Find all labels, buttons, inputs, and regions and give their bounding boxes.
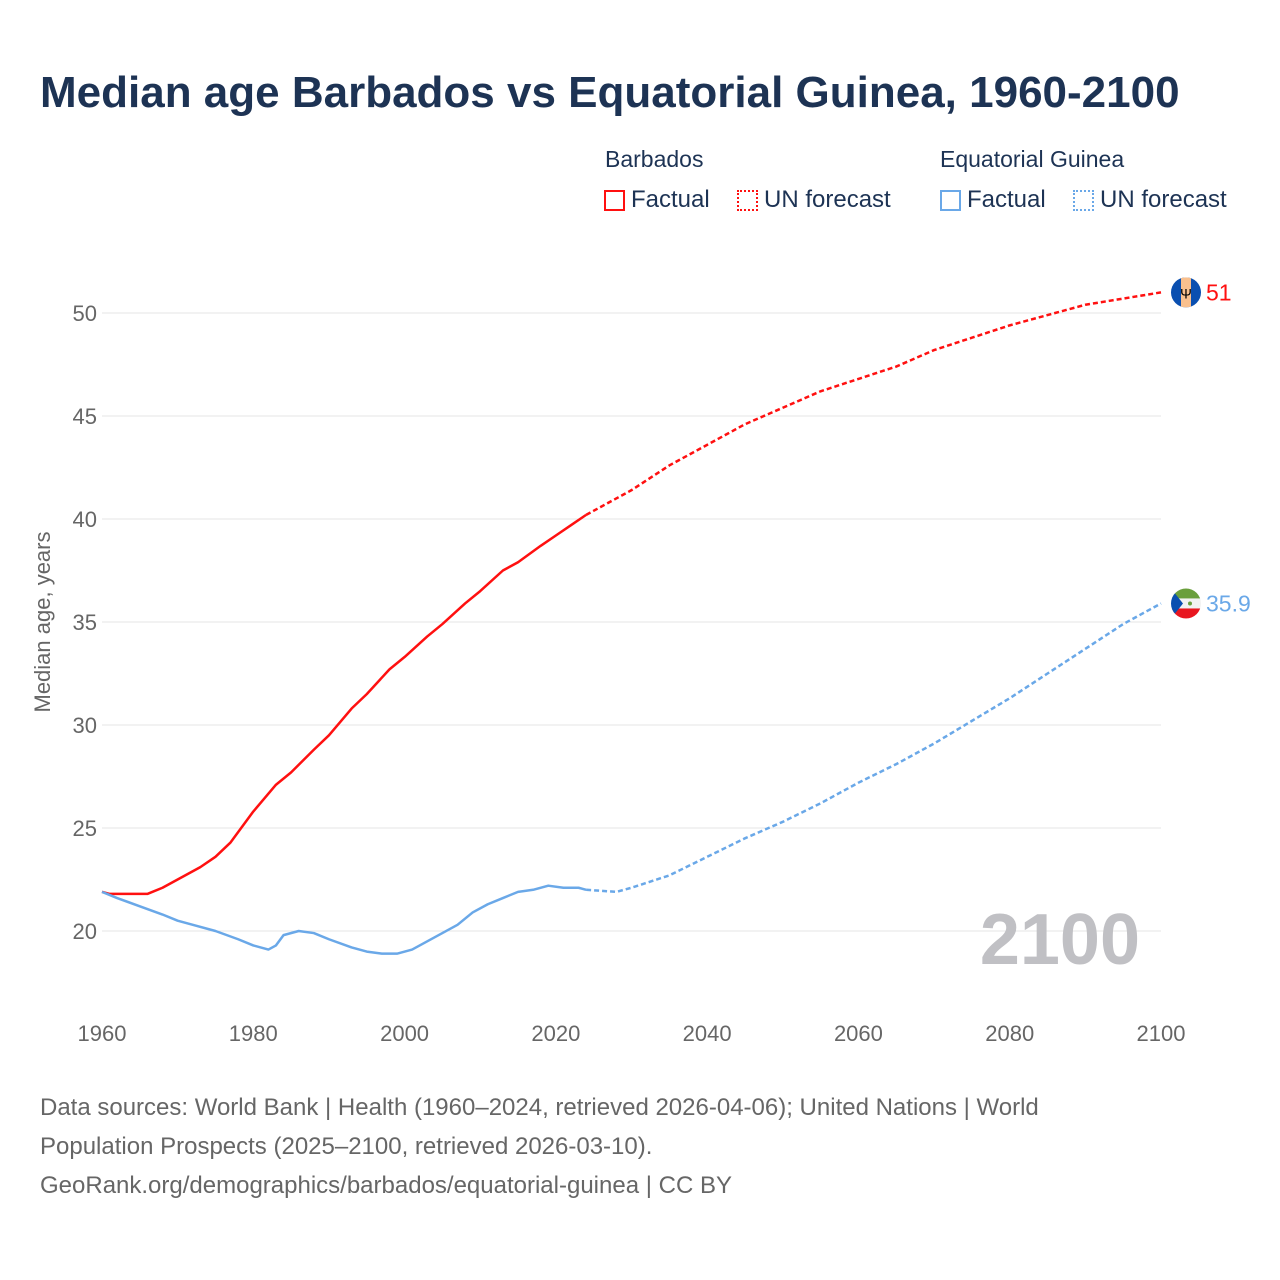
y-tick-label: 40 xyxy=(73,507,97,532)
legend-label: Factual xyxy=(967,186,1046,213)
legend-group-barbados: Barbados xyxy=(605,146,704,172)
footer-link[interactable]: GeoRank.org/demographics/barbados/equato… xyxy=(40,1172,732,1199)
y-axis-label: Median age, years xyxy=(30,532,55,713)
y-tick-label: 45 xyxy=(73,404,97,429)
legend-eqg-factual[interactable]: Factual xyxy=(940,186,1046,214)
year-watermark: 2100 xyxy=(980,900,1140,980)
legend-label: Factual xyxy=(631,186,710,213)
footer-sources-1: Data sources: World Bank | Health (1960–… xyxy=(40,1094,1039,1121)
end-value-label: 51 xyxy=(1206,279,1232,305)
legend-swatch xyxy=(604,189,625,211)
legend-swatch xyxy=(1073,189,1094,211)
legend-eqg-forecast[interactable]: UN forecast xyxy=(1073,186,1227,214)
x-tick-label: 2040 xyxy=(683,1021,732,1046)
legend-label: UN forecast xyxy=(1100,186,1227,213)
legend-swatch xyxy=(940,189,961,211)
legend-swatch xyxy=(737,189,758,211)
equatorial-guinea-flag-icon xyxy=(1171,588,1201,619)
chart-title: Median age Barbados vs Equatorial Guinea… xyxy=(40,68,1180,117)
x-tick-label: 2000 xyxy=(380,1021,429,1046)
barbados-flag-icon: Ψ xyxy=(1171,277,1201,308)
x-tick-label: 1960 xyxy=(78,1021,127,1046)
line-equatorial-guinea-forecast xyxy=(586,602,1162,894)
line-equatorial-guinea-factual xyxy=(101,884,587,955)
legend-label: UN forecast xyxy=(764,186,891,213)
line-barbados-factual xyxy=(101,513,587,896)
legend-group-equatorial-guinea: Equatorial Guinea xyxy=(940,146,1125,172)
legend-barbados-factual[interactable]: Factual xyxy=(604,186,710,214)
x-tick-label: 2100 xyxy=(1137,1021,1186,1046)
y-tick-label: 50 xyxy=(73,301,97,326)
x-tick-label: 2060 xyxy=(834,1021,883,1046)
line-barbados-forecast xyxy=(585,291,1162,516)
footer-sources-2: Population Prospects (2025–2100, retriev… xyxy=(40,1133,653,1160)
x-tick-label: 2080 xyxy=(985,1021,1034,1046)
x-tick-label: 2020 xyxy=(531,1021,580,1046)
y-tick-label: 30 xyxy=(73,713,97,738)
end-value-label: 35.9 xyxy=(1206,590,1251,616)
y-tick-label: 20 xyxy=(73,919,97,944)
legend-barbados-forecast[interactable]: UN forecast xyxy=(737,186,891,214)
svg-text:Ψ: Ψ xyxy=(1180,285,1192,301)
y-tick-label: 25 xyxy=(73,816,97,841)
footer: Data sources: World Bank | Health (1960–… xyxy=(40,1088,1240,1205)
x-tick-label: 1980 xyxy=(229,1021,278,1046)
y-tick-label: 35 xyxy=(73,610,97,635)
